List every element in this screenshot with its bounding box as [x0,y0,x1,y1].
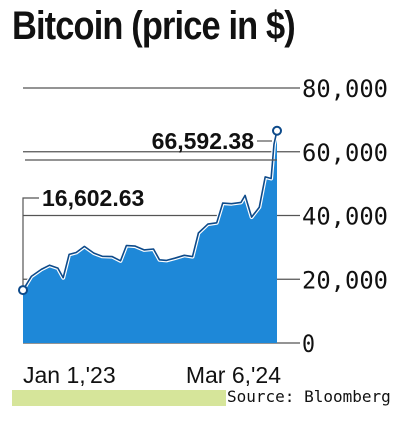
area-fill [23,130,277,343]
annotation-point [272,125,282,136]
annotation-leader [22,197,39,287]
annotation-point [18,285,28,296]
price-area [21,130,279,343]
y-tick-label: 0 [302,330,315,358]
source-label: Source: Bloomberg [227,387,391,406]
annotation-start-label: 16,602.63 [42,185,144,211]
footer-bar [12,390,226,406]
y-tick-label: 80,000 [302,75,388,103]
annotations: 16,602.63 66,592.38 [18,125,282,296]
y-tick-label: 20,000 [302,266,388,294]
x-axis-ticks: Jan 1,'23 Mar 6,'24 [23,362,281,388]
y-axis-ticks: 0 20,000 40,000 60,000 80,000 [302,75,388,358]
chart-title: Bitcoin (price in $) [12,4,296,48]
annotation-end-label: 66,592.38 [152,128,255,154]
x-tick-label: Jan 1,'23 [23,362,116,388]
x-tick-label: Mar 6,'24 [186,362,281,388]
y-tick-label: 40,000 [302,203,388,231]
y-tick-label: 60,000 [302,139,388,167]
series-line [22,130,278,291]
